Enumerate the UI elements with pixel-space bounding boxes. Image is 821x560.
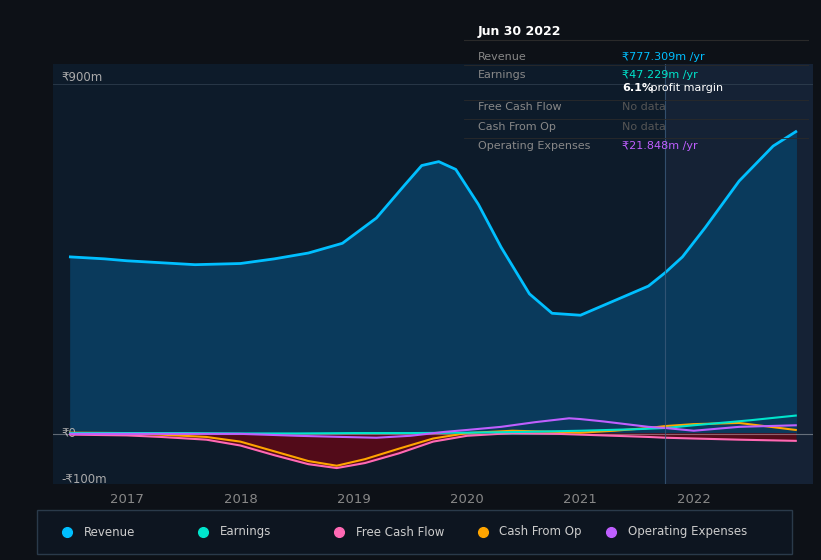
Text: 6.1%: 6.1% bbox=[622, 83, 654, 93]
Text: No data: No data bbox=[622, 122, 667, 132]
Text: -₹100m: -₹100m bbox=[61, 473, 107, 486]
FancyBboxPatch shape bbox=[37, 510, 792, 554]
Text: Earnings: Earnings bbox=[220, 525, 271, 539]
Text: Cash From Op: Cash From Op bbox=[478, 122, 556, 132]
Text: ₹900m: ₹900m bbox=[61, 71, 102, 84]
Text: Revenue: Revenue bbox=[84, 525, 135, 539]
Text: Jun 30 2022: Jun 30 2022 bbox=[478, 25, 562, 38]
Text: ₹777.309m /yr: ₹777.309m /yr bbox=[622, 52, 705, 62]
Text: Operating Expenses: Operating Expenses bbox=[478, 141, 590, 151]
Text: profit margin: profit margin bbox=[647, 83, 723, 93]
Text: No data: No data bbox=[622, 102, 667, 113]
Text: ₹21.848m /yr: ₹21.848m /yr bbox=[622, 141, 698, 151]
Text: Free Cash Flow: Free Cash Flow bbox=[355, 525, 444, 539]
Text: Earnings: Earnings bbox=[478, 71, 526, 81]
Text: ₹0: ₹0 bbox=[61, 427, 76, 440]
Text: Revenue: Revenue bbox=[478, 52, 526, 62]
Bar bbox=[666, 64, 813, 484]
Text: ₹47.229m /yr: ₹47.229m /yr bbox=[622, 71, 698, 81]
Text: Free Cash Flow: Free Cash Flow bbox=[478, 102, 562, 113]
Text: Operating Expenses: Operating Expenses bbox=[627, 525, 747, 539]
Text: Cash From Op: Cash From Op bbox=[499, 525, 582, 539]
